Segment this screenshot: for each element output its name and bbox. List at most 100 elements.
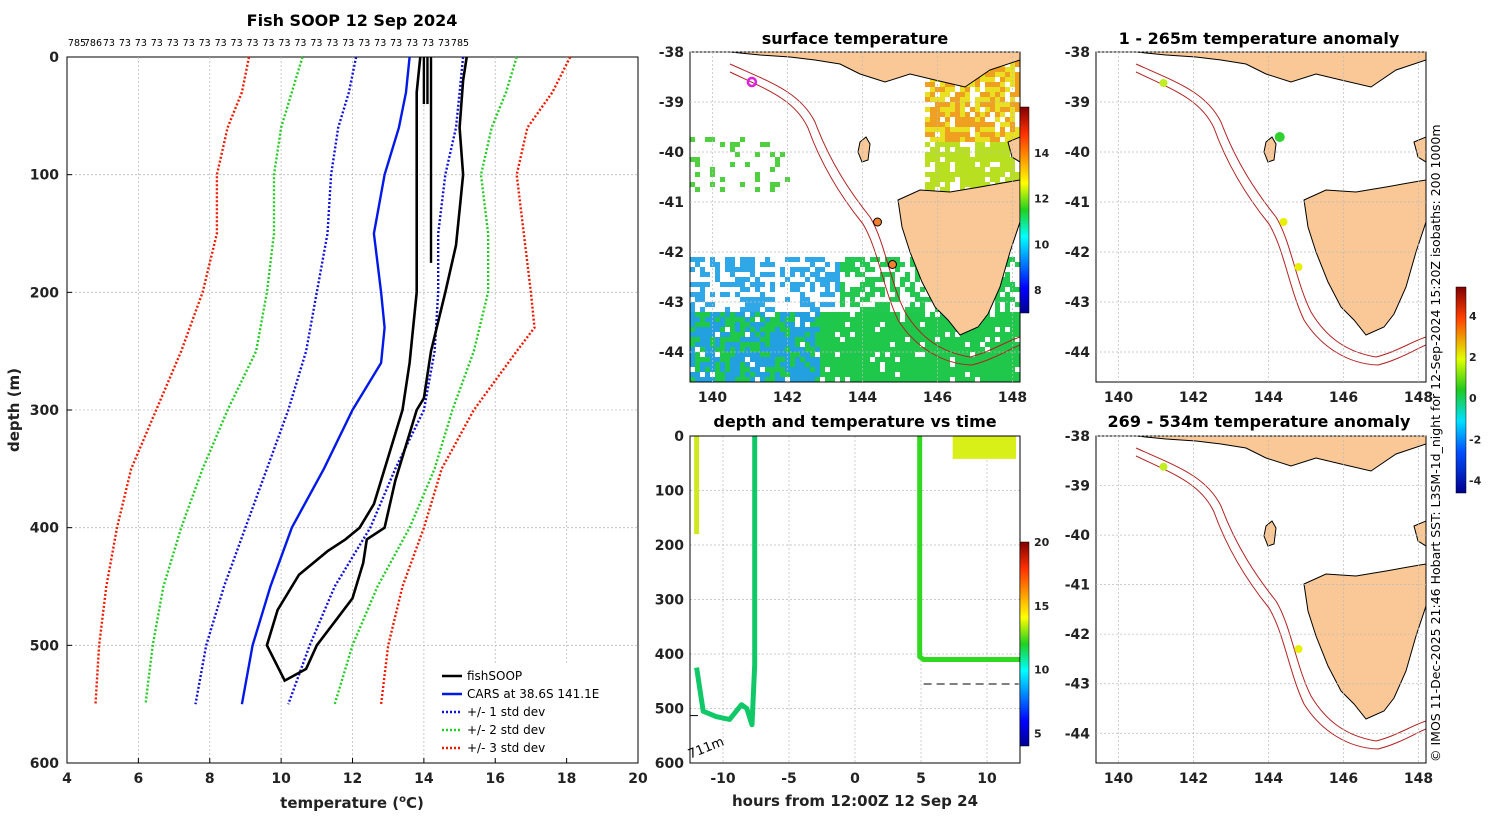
sst-pixel <box>825 372 830 377</box>
sst-pixel <box>790 332 795 337</box>
sst-pixel <box>935 152 940 157</box>
sst-pixel <box>880 352 885 357</box>
sst-pixel <box>710 317 715 322</box>
sst-pixel <box>950 367 955 372</box>
top-count-label: 73 <box>262 38 274 49</box>
sst-pixel <box>1015 177 1020 182</box>
sst-pixel <box>745 297 750 302</box>
sst-pixel <box>940 377 945 382</box>
sst-pixel <box>825 272 830 277</box>
sst-pixel <box>735 357 740 362</box>
sst-pixel <box>950 157 955 162</box>
sst-pixel <box>995 107 1000 112</box>
sst-pixel <box>900 332 905 337</box>
sst-pixel <box>960 377 965 382</box>
sst-pixel <box>730 312 735 317</box>
sst-pixel <box>925 82 930 87</box>
sst-pixel <box>820 282 825 287</box>
sst-pixel <box>905 312 910 317</box>
sst-pixel <box>810 347 815 352</box>
sst-pixel <box>895 362 900 367</box>
sst-pixel <box>890 362 895 367</box>
sst-pixel <box>865 372 870 377</box>
sst-pixel <box>700 327 705 332</box>
sst-pixel <box>1015 172 1020 177</box>
sst-pixel <box>775 162 780 167</box>
sst-pixel <box>940 367 945 372</box>
sst-pixel <box>930 132 935 137</box>
sst-pixel <box>990 102 995 107</box>
sst-pixel <box>1005 302 1010 307</box>
sst-pixel <box>930 317 935 322</box>
sst-pixel <box>780 352 785 357</box>
sst-pixel <box>805 317 810 322</box>
sst-pixel <box>755 362 760 367</box>
sst-pixel <box>830 292 835 297</box>
sst-pixel <box>780 377 785 382</box>
sst-pixel <box>865 367 870 372</box>
sst-pixel <box>835 342 840 347</box>
sst-pixel <box>980 367 985 372</box>
profile-xtick-label: 8 <box>205 771 215 787</box>
sst-pixel <box>830 377 835 382</box>
sst-pixel <box>695 187 700 192</box>
sst-pixel <box>690 377 695 382</box>
sst-pixel <box>695 172 700 177</box>
sst-pixel <box>945 142 950 147</box>
sst-pixel <box>805 337 810 342</box>
sst-pixel <box>945 322 950 327</box>
sst-pixel <box>755 352 760 357</box>
sst-pixel <box>795 342 800 347</box>
sst-pixel <box>725 262 730 267</box>
sst-pixel <box>810 307 815 312</box>
sst-pixel <box>780 367 785 372</box>
sst-pixel <box>755 337 760 342</box>
sst-pixel <box>855 327 860 332</box>
sst-pixel <box>775 357 780 362</box>
anomaly-shallow-point <box>1279 218 1288 226</box>
sst-pixel <box>925 367 930 372</box>
sst-pixel <box>695 257 700 262</box>
sst-pixel <box>985 72 990 77</box>
sst-pixel <box>755 187 760 192</box>
sst-pixel <box>940 177 945 182</box>
sst-pixel <box>980 357 985 362</box>
sst-pixel <box>905 357 910 362</box>
anomaly-shallow-point <box>1159 79 1168 87</box>
sst-pixel <box>720 342 725 347</box>
sst-pixel <box>930 122 935 127</box>
sst-pixel <box>835 327 840 332</box>
sst-pixel <box>750 367 755 372</box>
dt-xtick-label: 5 <box>916 771 926 787</box>
sst-pixel <box>805 327 810 332</box>
sst-pixel <box>885 377 890 382</box>
sst-pixel <box>960 162 965 167</box>
sst-pixel <box>940 187 945 192</box>
sst-pixel <box>720 347 725 352</box>
surface-temp-map: surface temperature 140 142 144 146 148-38-3… <box>659 29 1050 406</box>
sst-pixel <box>725 377 730 382</box>
sst-pixel <box>755 322 760 327</box>
sst-pixel <box>925 347 930 352</box>
sst-pixel <box>810 372 815 377</box>
sst-pixel <box>805 302 810 307</box>
depth-time-xlabel: hours from 12:00Z 12 Sep 24 <box>732 792 978 810</box>
sst-pixel <box>955 362 960 367</box>
sst-pixel <box>775 312 780 317</box>
sst-pixel <box>985 327 990 332</box>
sst-pixel <box>700 292 705 297</box>
sst-pixel <box>745 307 750 312</box>
sst-pixel <box>900 367 905 372</box>
sst-pixel <box>840 282 845 287</box>
anomaly-colorbar <box>1455 286 1467 494</box>
sst-pixel <box>845 312 850 317</box>
sst-pixel <box>950 132 955 137</box>
sst-pixel <box>865 347 870 352</box>
top-count-label: 73 <box>215 38 227 49</box>
sst-pixel <box>720 187 725 192</box>
sst-pixel <box>730 147 735 152</box>
sst-pixel <box>965 122 970 127</box>
